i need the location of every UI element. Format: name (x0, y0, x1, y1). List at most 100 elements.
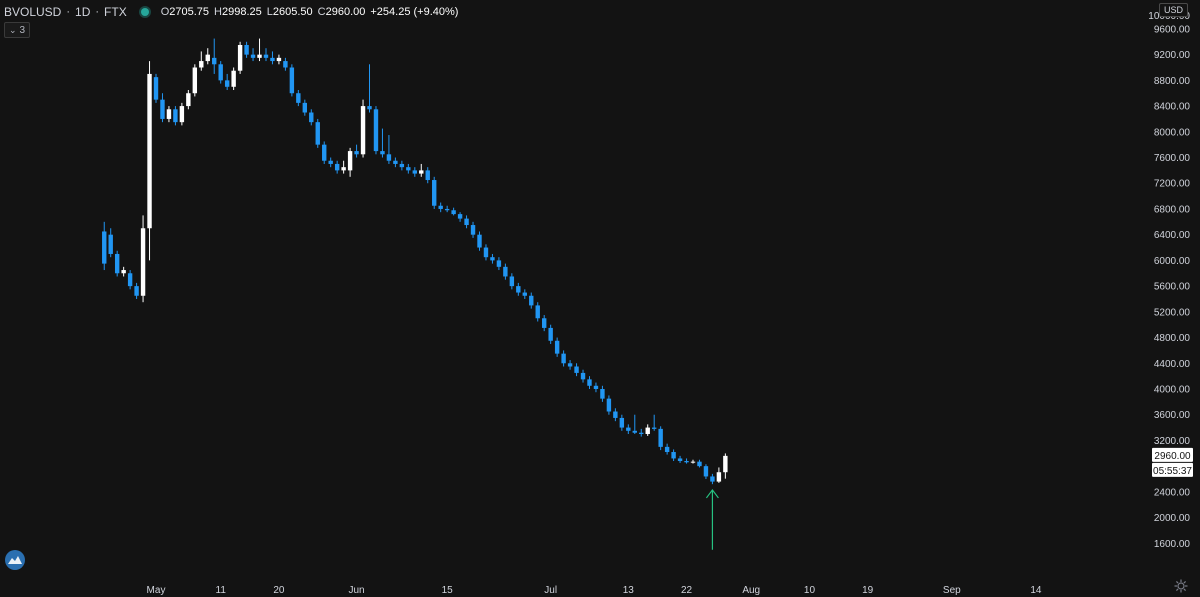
candle-body (386, 154, 392, 161)
candle-body (710, 476, 715, 482)
candle-body (542, 318, 547, 328)
candle-body (263, 54, 269, 58)
candle-body (716, 472, 722, 482)
currency-badge[interactable]: USD (1158, 3, 1188, 17)
candle-body (173, 109, 178, 123)
candle-body (580, 372, 586, 380)
candle-body (179, 106, 185, 123)
candle-body (231, 70, 236, 87)
candle-body (270, 57, 275, 62)
open-value: O2705.75 (160, 6, 210, 18)
candle-body (490, 257, 495, 261)
symbol-name[interactable]: BVOLUSD (4, 5, 62, 19)
candle-body (244, 44, 249, 55)
y-axis-tick-label: 4000.00 (1154, 385, 1191, 396)
candle-body (677, 458, 683, 462)
y-axis-tick-label: 7600.00 (1154, 153, 1191, 164)
candle-body (315, 122, 320, 145)
x-axis-tick-label: Aug (742, 585, 760, 596)
y-axis-tick-label: 4400.00 (1154, 359, 1191, 370)
candle-body (593, 385, 599, 389)
candle-body (250, 54, 256, 58)
change-value: +254.25 (+9.40%) (370, 6, 459, 18)
x-axis-tick-label: Jul (544, 585, 557, 596)
candle-body (554, 340, 560, 354)
legend-bar: BVOLUSD · 1D · FTX O2705.75 H2998.25 L26… (4, 5, 458, 19)
candle-body (606, 398, 612, 412)
candle-body (613, 411, 618, 418)
last-price-tag (1152, 447, 1193, 462)
candle-body (457, 214, 463, 219)
y-axis-tick-label: 8000.00 (1154, 127, 1191, 138)
legend-separator: · (95, 6, 100, 18)
y-axis-tick-label: 9600.00 (1154, 24, 1191, 35)
candle-body (153, 77, 159, 100)
candle-body (309, 112, 314, 123)
candle-body (632, 430, 637, 433)
candle-body (108, 234, 113, 254)
x-axis-tick-label: Jun (349, 585, 365, 596)
last-price-tag-label: 2960.00 (1154, 451, 1191, 462)
exchange-label: FTX (104, 5, 127, 19)
candle-body (723, 455, 728, 473)
candle-body (147, 73, 152, 229)
candle-body (444, 208, 450, 211)
candle-body (322, 144, 327, 161)
candle-body (360, 106, 366, 155)
candle-body (645, 427, 650, 435)
candle-body (302, 102, 308, 113)
candle-body (257, 54, 262, 58)
candle-body (619, 417, 625, 428)
candle-body (289, 67, 295, 94)
candle-body (127, 273, 133, 287)
y-axis-tick-label: 8800.00 (1154, 76, 1191, 87)
candle-body (432, 180, 437, 206)
candle-body (529, 295, 534, 306)
candle-body (690, 461, 696, 463)
candle-body (212, 57, 217, 65)
x-axis-tick-label: 22 (681, 585, 693, 596)
candle-body (373, 109, 379, 152)
chevron-down-icon: ⌄ (9, 24, 17, 35)
candle-body (496, 260, 502, 267)
candle-body (192, 67, 198, 94)
logo-mark-icon (8, 556, 22, 564)
countdown-tag (1152, 462, 1193, 477)
candle-body (651, 427, 657, 429)
y-axis-tick-label: 3200.00 (1154, 436, 1191, 447)
candle-body (140, 228, 146, 296)
candle-body (347, 151, 353, 171)
candle-body (535, 305, 540, 319)
candle-body (393, 160, 398, 164)
tradingview-logo-icon[interactable] (5, 550, 25, 570)
candle-body (121, 270, 126, 274)
x-axis-tick-label: 20 (273, 585, 285, 596)
indicators-toggle-button[interactable]: ⌄ 3 (4, 22, 31, 38)
y-axis-tick-label: 5200.00 (1154, 307, 1191, 318)
candle-body (166, 109, 172, 119)
candle-body (425, 170, 430, 181)
x-axis-tick-label: 11 (216, 585, 227, 596)
candle-body (114, 253, 120, 274)
candle-body (134, 286, 139, 296)
gear-icon[interactable] (1174, 579, 1188, 593)
low-value: L2605.50 (266, 6, 313, 18)
x-axis-tick-label: 14 (1030, 585, 1042, 596)
candle-body (697, 461, 702, 467)
candle-body (561, 353, 566, 364)
countdown-tag-label: 05:55:37 (1153, 466, 1192, 477)
x-axis-tick-label: May (147, 585, 166, 596)
interval-label[interactable]: 1D (75, 5, 91, 19)
candle-body (296, 93, 301, 103)
candle-body (399, 163, 405, 168)
y-axis-tick-label: 4800.00 (1154, 333, 1191, 344)
candle-body (548, 327, 553, 341)
candle-body (503, 266, 508, 277)
candle-body (574, 366, 579, 373)
candle-body (522, 292, 527, 296)
y-axis-tick-label: 2000.00 (1154, 513, 1191, 524)
candle-body (412, 170, 417, 174)
candle-body (664, 446, 670, 453)
